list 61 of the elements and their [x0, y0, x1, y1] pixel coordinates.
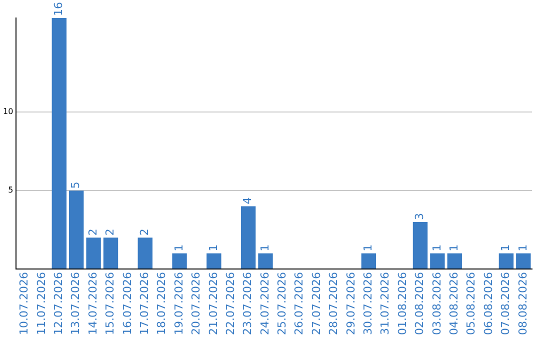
x-tick-label: 31.07.2026 [378, 272, 392, 336]
bar [361, 253, 376, 269]
bar [172, 253, 187, 269]
x-tick-label: 05.08.2026 [464, 272, 478, 336]
data-label: 2 [138, 228, 151, 236]
data-label: 2 [86, 228, 100, 236]
bar [258, 253, 273, 269]
x-tick-label: 13.07.2026 [69, 272, 82, 336]
x-tick-label: 26.07.2026 [292, 272, 306, 336]
x-tick-label: 27.07.2026 [310, 272, 323, 336]
x-tick-label: 02.08.2026 [413, 272, 426, 336]
x-tick-label: 28.07.2026 [327, 272, 340, 336]
data-label: 16 [52, 2, 66, 16]
bar [52, 18, 67, 269]
x-tick-label: 08.08.2026 [516, 272, 530, 336]
x-tick-label: 25.07.2026 [276, 272, 289, 336]
data-label: 1 [258, 244, 272, 252]
bar [206, 253, 222, 269]
x-tick-label: 19.07.2026 [172, 272, 186, 336]
data-label: 1 [430, 244, 444, 252]
data-label: 2 [104, 228, 117, 236]
x-tick-label: 18.07.2026 [155, 272, 168, 336]
bar [498, 253, 514, 269]
x-tick-label: 01.08.2026 [396, 272, 409, 336]
bar [138, 238, 152, 269]
bar [516, 253, 531, 269]
bar [69, 190, 84, 269]
x-tick-label: 10.07.2026 [18, 272, 31, 336]
x-tick-label: 15.07.2026 [104, 272, 117, 336]
x-tick-label: 16.07.2026 [120, 272, 134, 336]
x-tick-label: 03.08.2026 [430, 272, 444, 336]
x-tick-label: 24.07.2026 [258, 272, 272, 336]
x-tick-label: 22.07.2026 [224, 272, 237, 336]
bar [240, 206, 256, 269]
x-tick-label: 06.08.2026 [482, 272, 495, 336]
data-label: 1 [499, 244, 512, 252]
data-label: 1 [362, 244, 375, 252]
data-label: 4 [241, 197, 254, 204]
data-label: 5 [69, 182, 82, 189]
bar [430, 253, 445, 269]
bar [86, 238, 101, 269]
data-label: 1 [206, 244, 220, 252]
bar [412, 222, 428, 269]
x-tick-label: 07.08.2026 [499, 272, 512, 336]
bar [103, 238, 118, 269]
data-label: 3 [413, 212, 426, 220]
data-label: 1 [447, 244, 460, 252]
x-tick-label: 21.07.2026 [206, 272, 220, 336]
x-tick-label: 23.07.2026 [241, 272, 254, 336]
bar [447, 253, 462, 269]
data-label: 1 [516, 244, 530, 252]
x-tick-label: 14.07.2026 [86, 272, 100, 336]
x-tick-label: 20.07.2026 [190, 272, 203, 336]
x-tick-label: 30.07.2026 [362, 272, 375, 336]
data-label: 1 [172, 244, 186, 252]
x-tick-label: 17.07.2026 [138, 272, 151, 336]
x-tick-label: 12.07.2026 [52, 272, 66, 336]
y-tick-label: 10 [2, 107, 14, 116]
x-tick-label: 29.07.2026 [344, 272, 358, 336]
x-tick-label: 11.07.2026 [34, 272, 48, 336]
x-tick-label: 04.08.2026 [447, 272, 460, 336]
